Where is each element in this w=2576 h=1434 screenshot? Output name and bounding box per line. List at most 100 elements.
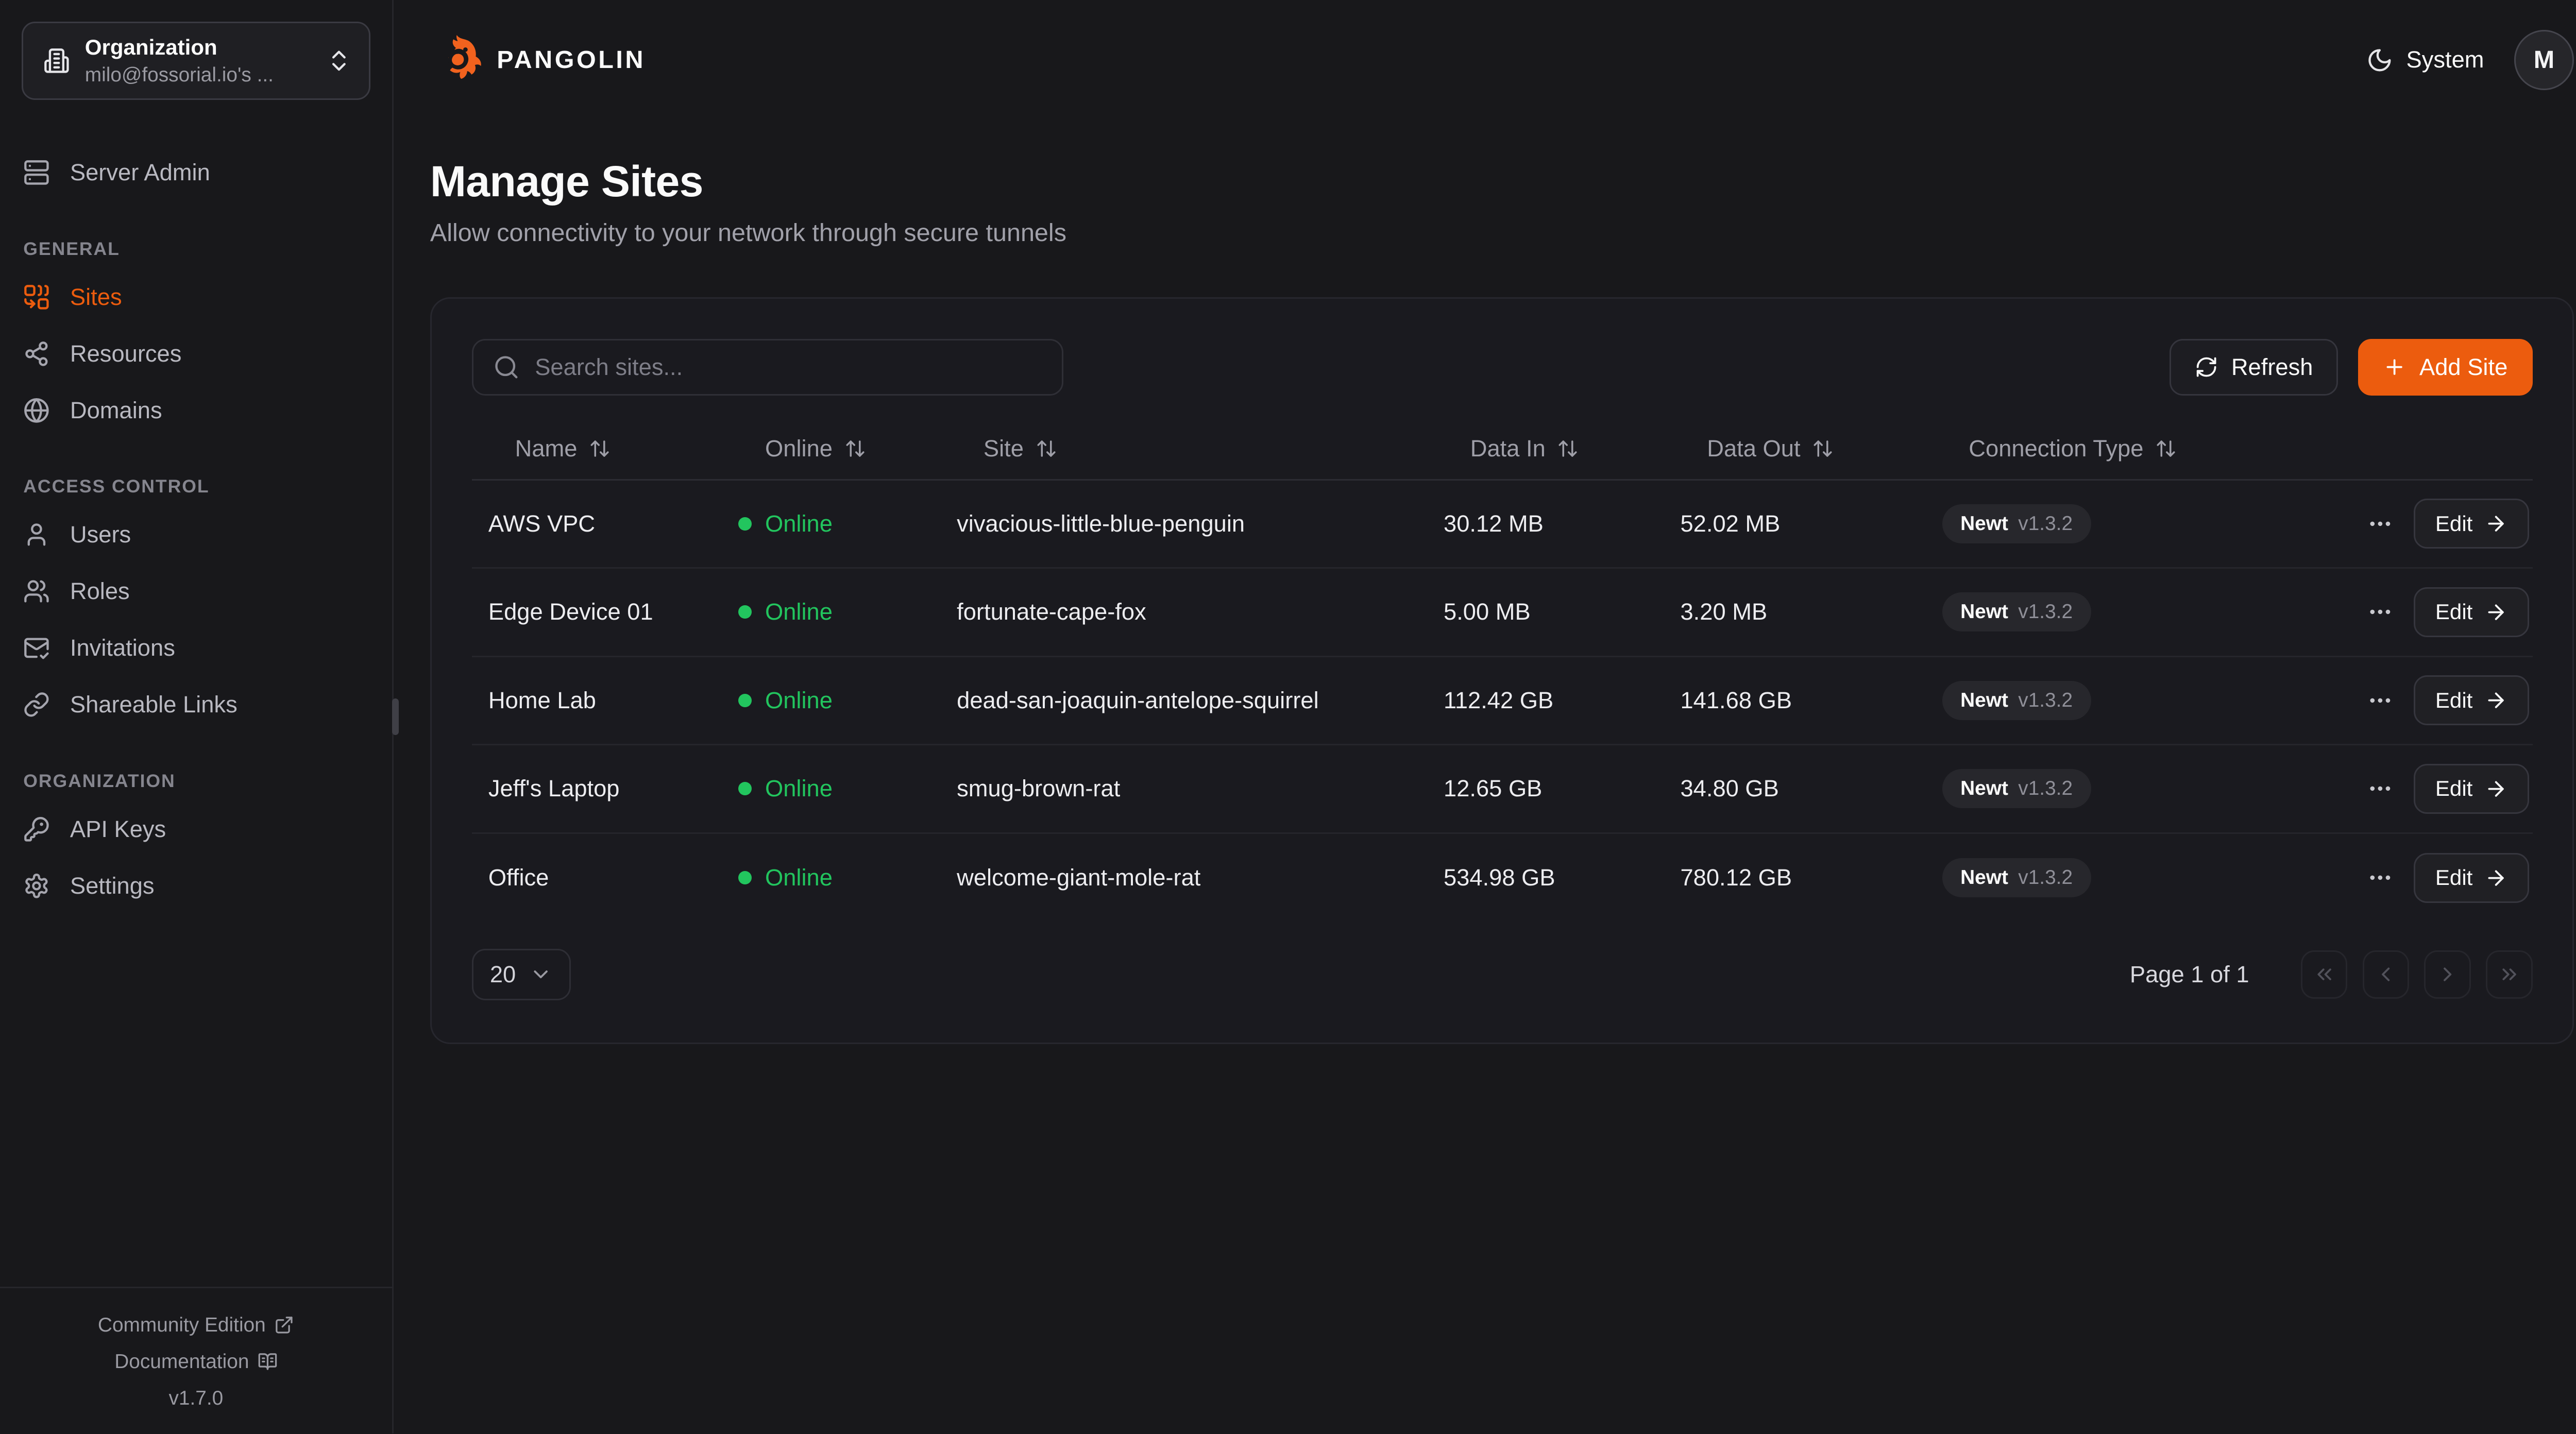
online-status-cell: Online <box>722 775 940 802</box>
connection-type-cell: Newt v1.3.2 <box>1925 504 2252 543</box>
connection-type-cell: Newt v1.3.2 <box>1925 769 2252 809</box>
column-header-connection-type[interactable]: Connection Type <box>1925 435 2177 462</box>
page-size-value: 20 <box>489 961 516 987</box>
topbar-right: System M <box>2366 30 2574 90</box>
topbar: PANGOLIN System M <box>430 0 2574 120</box>
edit-button[interactable]: Edit <box>2414 587 2530 637</box>
edit-button[interactable]: Edit <box>2414 852 2530 903</box>
chevrons-up-down-icon <box>332 50 346 71</box>
sidebar-item-domains[interactable]: Domains <box>0 383 392 438</box>
book-open-icon <box>258 1353 277 1370</box>
org-switcher-text: Organization milo@fossorial.io's ... <box>85 33 311 89</box>
avatar[interactable]: M <box>2514 30 2574 90</box>
link-icon <box>24 692 49 717</box>
sidebar-item-server-admin[interactable]: Server Admin <box>0 145 392 200</box>
row-menu-button[interactable] <box>2357 589 2404 636</box>
toolbar-actions: Refresh Add Site <box>2170 338 2533 396</box>
table-header: Name Online Site Data In Data Out Connection … <box>471 419 2533 481</box>
site-id-cell: dead-san-joaquin-antelope-squirrel <box>957 687 1319 713</box>
first-page-button[interactable] <box>2300 950 2348 999</box>
table-row: Home Lab Online dead-san-joaquin-antelope-… <box>471 657 2533 746</box>
row-menu-button[interactable] <box>2357 501 2404 548</box>
online-status-cell: Online <box>722 687 940 714</box>
card-toolbar: Refresh Add Site <box>471 338 2533 396</box>
share-2-icon <box>25 341 48 366</box>
online-status-cell: Online <box>722 864 940 891</box>
online-status-dot <box>738 605 752 619</box>
sites-card: Refresh Add Site Name Online Site Data In Da… <box>430 297 2574 1044</box>
connection-type-cell: Newt v1.3.2 <box>1925 858 2252 898</box>
sidebar-item-sites[interactable]: Sites <box>0 269 392 325</box>
connection-type-badge: Newt v1.3.2 <box>1942 592 2091 632</box>
column-header-label: Data Out <box>1707 435 1801 462</box>
online-status-label: Online <box>765 599 833 625</box>
org-switcher[interactable]: Organization milo@fossorial.io's ... <box>22 22 370 100</box>
sidebar-item-label: Roles <box>70 578 130 605</box>
chevron-down-icon <box>534 970 548 979</box>
last-page-button[interactable] <box>2485 950 2533 999</box>
documentation-link[interactable]: Documentation <box>0 1343 392 1380</box>
sidebar-item-settings[interactable]: Settings <box>0 858 392 913</box>
row-menu-button[interactable] <box>2357 765 2404 812</box>
arrow-right-icon <box>2488 870 2504 886</box>
page-title: Manage Sites <box>430 157 704 206</box>
ellipsis-icon <box>2370 875 2391 880</box>
table-row: Office Online welcome-giant-mole-rat 534.98… <box>472 834 2533 923</box>
sidebar-item-roles[interactable]: Roles <box>0 564 392 619</box>
connection-type-name: Newt <box>1960 689 2008 711</box>
connection-type-version: v1.3.2 <box>2018 866 2073 889</box>
row-menu-button[interactable] <box>2357 855 2404 901</box>
sidebar-resize-handle[interactable] <box>392 698 399 736</box>
brand[interactable]: PANGOLIN <box>430 32 646 88</box>
column-header-online[interactable]: Online <box>722 435 866 462</box>
add-site-button[interactable]: Add Site <box>2358 338 2533 396</box>
connection-type-badge: Newt v1.3.2 <box>1942 680 2091 720</box>
column-header-site[interactable]: Site <box>940 435 1057 462</box>
footer-link-label: Documentation <box>114 1350 249 1373</box>
org-switcher-value: milo@fossorial.io's ... <box>84 64 274 87</box>
sidebar-item-shareable-links[interactable]: Shareable Links <box>0 677 392 732</box>
chevron-right-icon <box>2444 967 2452 982</box>
row-menu-button[interactable] <box>2357 677 2404 724</box>
users-icon <box>24 580 49 603</box>
arrow-up-down-icon <box>590 440 609 457</box>
community-edition-link[interactable]: Community Edition <box>0 1307 392 1343</box>
data-in-cell: 5.00 MB <box>1444 599 1531 625</box>
edit-button[interactable]: Edit <box>2414 763 2530 814</box>
chevrons-left-icon <box>2317 968 2331 981</box>
table-row: Edge Device 01 Online fortunate-cape-fox 5.… <box>471 569 2533 657</box>
column-header-data-in[interactable]: Data In <box>1427 435 1579 462</box>
arrow-up-down-icon <box>1037 440 1056 457</box>
data-in-cell: 534.98 GB <box>1444 864 1555 891</box>
refresh-button[interactable]: Refresh <box>2170 338 2338 396</box>
edit-button[interactable]: Edit <box>2414 499 2530 549</box>
sidebar-nav: Server Admin GENERAL Sites Resources Domain… <box>0 122 392 1287</box>
sidebar-item-resources[interactable]: Resources <box>0 326 392 381</box>
next-page-button[interactable] <box>2424 950 2471 999</box>
app-version: v1.7.0 <box>168 1387 224 1410</box>
theme-toggle-button[interactable]: System <box>2366 46 2484 73</box>
building-icon <box>44 48 69 73</box>
table-footer: 20 Page 1 of 1 <box>471 948 2533 1001</box>
sidebar-footer: Community Edition Documentation v1.7.0 <box>0 1287 392 1433</box>
arrow-right-icon <box>2488 604 2504 620</box>
plus-icon <box>2386 359 2402 375</box>
search-input[interactable] <box>535 353 1042 381</box>
sidebar-item-invitations[interactable]: Invitations <box>0 621 392 676</box>
mail-check-icon <box>24 638 49 659</box>
site-id-cell: vivacious-little-blue-penguin <box>957 510 1245 537</box>
chevron-left-icon <box>2382 967 2390 982</box>
previous-page-button[interactable] <box>2362 950 2410 999</box>
sidebar-item-label: Resources <box>70 340 182 367</box>
column-header-name[interactable]: Name <box>472 435 611 462</box>
column-header-data-out[interactable]: Data Out <box>1664 435 1834 462</box>
online-status-label: Online <box>765 687 833 713</box>
sidebar-item-users[interactable]: Users <box>0 507 392 562</box>
ellipsis-icon <box>2370 609 2391 614</box>
page-size-select[interactable]: 20 <box>471 948 571 1001</box>
sidebar-item-label: Shareable Links <box>70 691 238 718</box>
sidebar-item-api-keys[interactable]: API Keys <box>0 801 392 857</box>
arrow-up-down-icon <box>846 440 865 457</box>
edit-button-label: Edit <box>2435 688 2473 712</box>
edit-button[interactable]: Edit <box>2414 675 2530 726</box>
